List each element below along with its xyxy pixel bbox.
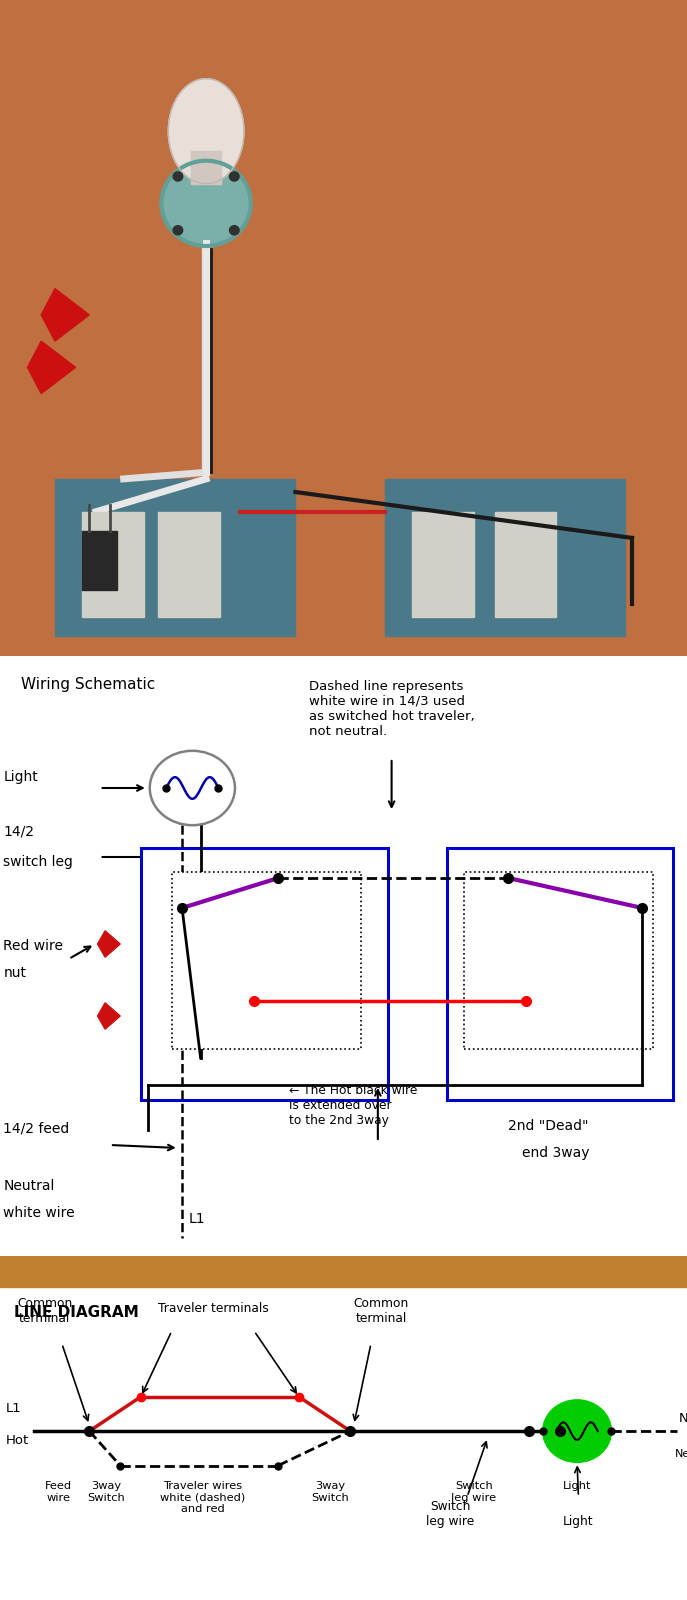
Text: Neutral: Neutral [3, 1179, 55, 1194]
Polygon shape [98, 1003, 120, 1029]
Bar [82, 512, 144, 616]
Bar [172, 872, 361, 1050]
Text: 3way
Switch: 3way Switch [311, 1482, 348, 1502]
Text: Traveler wires
white (dashed)
and red: Traveler wires white (dashed) and red [160, 1482, 245, 1514]
Text: end 3way: end 3way [522, 1146, 589, 1160]
Text: L1: L1 [189, 1213, 205, 1226]
Text: Common
terminal: Common terminal [17, 1296, 72, 1325]
Text: switch leg: switch leg [3, 854, 74, 869]
Text: LINE DIAGRAM: LINE DIAGRAM [14, 1304, 139, 1320]
Circle shape [161, 160, 251, 246]
Text: Light: Light [563, 1482, 592, 1491]
Bar [55, 478, 295, 637]
Text: Common
terminal: Common terminal [354, 1296, 409, 1325]
Circle shape [229, 226, 239, 235]
Text: Neutral: Neutral [675, 1450, 687, 1459]
Polygon shape [41, 288, 89, 341]
Polygon shape [27, 341, 76, 394]
Bar [447, 848, 673, 1101]
Text: Traveler terminals: Traveler terminals [157, 1302, 269, 1315]
Polygon shape [98, 931, 120, 957]
Text: Red wire: Red wire [3, 939, 63, 954]
Bar [464, 872, 653, 1050]
Text: Hot: Hot [5, 1434, 29, 1446]
Text: Switch
leg wire: Switch leg wire [451, 1482, 497, 1502]
Text: 14/2: 14/2 [3, 826, 34, 838]
Polygon shape [168, 78, 244, 184]
Text: Switch
leg wire: Switch leg wire [426, 1499, 474, 1528]
Circle shape [229, 171, 239, 181]
Circle shape [173, 171, 183, 181]
Text: ← The Hot black wire
is extended over
to the 2nd 3way: ← The Hot black wire is extended over to… [289, 1085, 417, 1126]
Text: Light: Light [3, 770, 38, 784]
Text: L1: L1 [5, 1402, 21, 1416]
Circle shape [543, 1400, 611, 1462]
Bar [82, 531, 117, 590]
Bar [0, 1256, 687, 1288]
Text: nut: nut [3, 966, 26, 979]
Bar [191, 150, 221, 184]
Text: white wire: white wire [3, 1206, 75, 1219]
Bar [412, 512, 474, 616]
Bar [158, 512, 220, 616]
Circle shape [150, 750, 235, 826]
Text: N: N [679, 1411, 687, 1424]
Text: Light: Light [563, 1515, 594, 1528]
Text: 3way
Switch: 3way Switch [88, 1482, 125, 1502]
Text: C: C [185, 917, 194, 930]
Bar [495, 512, 556, 616]
Text: 2nd "Dead": 2nd "Dead" [508, 1118, 589, 1133]
Text: Feed
wire: Feed wire [45, 1482, 72, 1502]
Text: Wiring Schematic: Wiring Schematic [21, 677, 155, 691]
Text: 14/2 feed: 14/2 feed [3, 1122, 69, 1136]
Bar [385, 478, 625, 637]
Text: C: C [605, 917, 613, 930]
Text: Dashed line represents
white wire in 14/3 used
as switched hot traveler,
not neu: Dashed line represents white wire in 14/… [309, 680, 475, 738]
Bar [141, 848, 388, 1101]
Circle shape [173, 226, 183, 235]
